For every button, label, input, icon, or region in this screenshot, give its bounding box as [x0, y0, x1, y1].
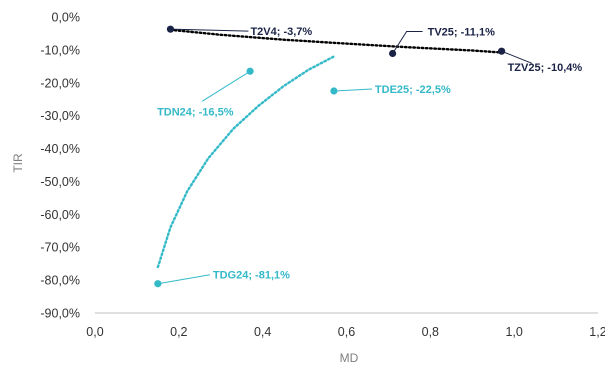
- data-point: [154, 280, 161, 287]
- x-tick-label: 0,8: [422, 325, 439, 339]
- y-tick-label: -30,0%: [40, 109, 80, 123]
- y-tick-label: -90,0%: [40, 307, 80, 321]
- data-labels: T2V4; -3,7% TV25; -11,1% TZV25; -10,4% TDN2…: [157, 26, 582, 282]
- y-tick-label: -20,0%: [40, 76, 80, 90]
- y-axis-title: TIR: [11, 153, 25, 173]
- y-tick-label: -70,0%: [40, 241, 80, 255]
- x-tick-label: 1,0: [505, 325, 522, 339]
- x-tick-label: 0,2: [170, 325, 187, 339]
- x-tick-label: 0,4: [254, 325, 271, 339]
- label-leader-line: [334, 89, 372, 91]
- y-axis-ticks: 0,0% -10,0% -20,0% -30,0% -40,0% -50,0% -60,0%…: [40, 11, 80, 321]
- y-tick-label: 0,0%: [52, 11, 81, 25]
- label-leader-line: [158, 275, 210, 284]
- data-points: [154, 26, 505, 288]
- data-label: TDG24; -81,1%: [213, 270, 290, 282]
- x-axis-title: MD: [340, 351, 359, 365]
- x-tick-label: 1,2: [589, 325, 605, 339]
- data-point: [389, 50, 396, 57]
- y-tick-label: -80,0%: [40, 274, 80, 288]
- trendline-teal: [158, 57, 334, 268]
- y-tick-label: -40,0%: [40, 142, 80, 156]
- data-label: TZV25; -10,4%: [508, 62, 583, 74]
- data-point: [330, 87, 337, 94]
- x-tick-label: 0,0: [86, 325, 103, 339]
- data-label: TV25; -11,1%: [428, 27, 495, 39]
- label-leader-lines: [158, 29, 532, 284]
- data-point: [246, 68, 253, 75]
- y-tick-label: -50,0%: [40, 175, 80, 189]
- data-label: TDE25; -22,5%: [375, 84, 451, 96]
- x-tick-label: 0,6: [338, 325, 355, 339]
- data-label: T2V4; -3,7%: [250, 26, 312, 38]
- data-point: [167, 26, 174, 33]
- y-tick-label: -10,0%: [40, 43, 80, 57]
- y-tick-label: -60,0%: [40, 208, 80, 222]
- label-leader-line: [202, 71, 250, 101]
- data-point: [498, 48, 505, 55]
- trendlines: [158, 30, 502, 267]
- label-leader-line: [393, 32, 423, 54]
- data-label: TDN24; -16,5%: [157, 106, 234, 118]
- x-axis-ticks: 0,0 0,2 0,4 0,6 0,8 1,0 1,2: [86, 325, 605, 339]
